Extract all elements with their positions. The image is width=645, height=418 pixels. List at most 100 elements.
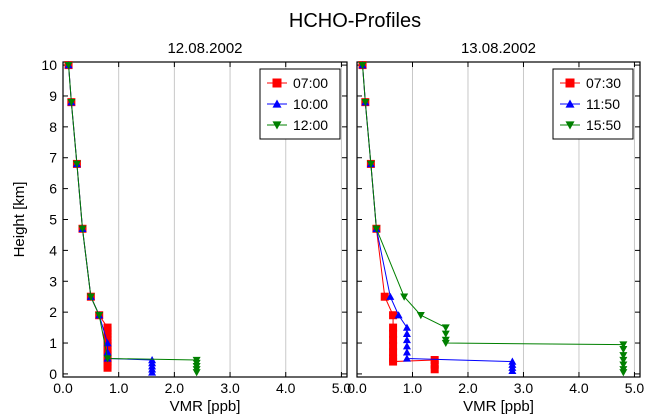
series-line xyxy=(362,65,436,370)
y-tick-label: 6 xyxy=(49,181,57,197)
y-tick-label: 2 xyxy=(49,304,57,320)
data-point xyxy=(402,342,411,350)
subplot-title: 13.08.2002 xyxy=(461,40,536,57)
series-line xyxy=(68,65,198,373)
data-point xyxy=(372,225,381,233)
x-tick-label: 4.0 xyxy=(276,380,296,396)
data-point xyxy=(361,98,370,107)
data-point xyxy=(441,324,450,332)
data-point xyxy=(389,323,398,332)
data-point xyxy=(366,160,375,168)
x-tick-label: 3.0 xyxy=(514,380,534,396)
data-point xyxy=(389,357,398,366)
series-0730 xyxy=(358,61,439,374)
data-point xyxy=(103,355,112,363)
x-tick-label: 5.0 xyxy=(625,380,645,396)
figure-title: HCHO-Profiles xyxy=(289,10,421,32)
data-point xyxy=(380,292,389,301)
data-point xyxy=(192,369,201,377)
legend-marker xyxy=(272,121,282,130)
chart-panel-1: 12.08.2002 0.0 1.0 2.0 3.0 4.0 5.0 0 1 2 3 4 5 6 7 8 9 10… xyxy=(11,40,351,415)
legend-marker xyxy=(565,99,575,108)
data-point xyxy=(389,342,398,351)
data-point xyxy=(386,292,395,300)
data-point xyxy=(402,323,411,331)
y-tick-label: 10 xyxy=(41,57,57,73)
x-tick-label: 1.0 xyxy=(109,380,129,396)
x-axis-label: VMR [ppb] xyxy=(170,398,241,415)
data-point xyxy=(402,329,411,337)
data-point xyxy=(358,61,367,70)
data-point xyxy=(430,356,439,365)
y-tick-label: 9 xyxy=(49,88,57,104)
chart-panel-2: 13.08.2002 0.0 1.0 2.0 3.0 4.0 5.0 VMR [ppb] 07:… xyxy=(347,40,644,415)
y-tick-label: 4 xyxy=(49,242,57,258)
data-point xyxy=(86,293,95,301)
x-tick-label: 1.0 xyxy=(403,380,423,396)
legend-marker xyxy=(565,121,575,130)
series-line xyxy=(362,65,513,371)
series-1200 xyxy=(64,61,201,377)
data-point xyxy=(389,348,398,357)
data-point xyxy=(389,335,398,344)
data-point xyxy=(508,366,517,375)
legend: 07:00 10:00 12:00 xyxy=(259,68,341,140)
legend-label: 12:00 xyxy=(293,117,328,133)
data-point xyxy=(389,311,398,320)
data-point xyxy=(389,329,398,338)
y-tick-label: 3 xyxy=(49,273,57,289)
legend-label: 07:30 xyxy=(586,75,621,91)
legend-label: 11:50 xyxy=(586,96,620,112)
x-axis-label: VMR [ppb] xyxy=(463,398,534,415)
data-point xyxy=(67,98,76,107)
x-tick-label: 4.0 xyxy=(569,380,589,396)
x-tick-label: 2.0 xyxy=(458,380,478,396)
data-point xyxy=(441,339,450,348)
data-point xyxy=(394,311,403,319)
data-point xyxy=(103,363,112,372)
series-1550 xyxy=(358,61,628,377)
legend-label: 15:50 xyxy=(586,117,621,133)
y-tick-label: 5 xyxy=(49,212,57,228)
data-point xyxy=(103,348,112,356)
x-tick-label: 5.0 xyxy=(332,380,352,396)
legend-marker xyxy=(272,78,282,88)
data-point xyxy=(400,293,409,301)
legend-marker xyxy=(565,78,575,88)
legend-label: 10:00 xyxy=(293,96,328,112)
series-1150 xyxy=(358,61,517,375)
data-point xyxy=(619,346,628,354)
data-point xyxy=(95,312,104,320)
y-tick-label: 1 xyxy=(49,335,57,351)
legend: 07:30 11:50 15:50 xyxy=(552,68,634,140)
data-point xyxy=(402,354,411,362)
data-point xyxy=(441,330,450,338)
data-point xyxy=(148,368,157,376)
data-point xyxy=(430,365,439,374)
subplot-title: 12.08.2002 xyxy=(167,40,242,57)
y-tick-label: 7 xyxy=(49,150,57,166)
x-tick-label: 0.0 xyxy=(53,380,73,396)
data-point xyxy=(64,61,73,70)
data-point xyxy=(619,352,628,360)
data-point xyxy=(619,341,628,349)
y-axis-label: Height [km] xyxy=(11,182,28,258)
x-tick-label: 2.0 xyxy=(165,380,185,396)
data-point xyxy=(416,312,425,320)
legend-marker xyxy=(272,99,282,108)
data-point xyxy=(402,348,411,356)
y-tick-label: 8 xyxy=(49,119,57,135)
data-point xyxy=(72,160,81,168)
data-point xyxy=(430,360,439,369)
x-tick-label: 0.0 xyxy=(347,380,367,396)
legend-label: 07:00 xyxy=(293,75,328,91)
data-point xyxy=(619,356,628,365)
data-point xyxy=(402,335,411,344)
data-point xyxy=(78,225,87,233)
y-tick-label: 0 xyxy=(49,366,57,382)
x-tick-label: 3.0 xyxy=(220,380,240,396)
data-point xyxy=(619,369,628,377)
data-point xyxy=(103,339,112,347)
data-point xyxy=(619,361,628,369)
